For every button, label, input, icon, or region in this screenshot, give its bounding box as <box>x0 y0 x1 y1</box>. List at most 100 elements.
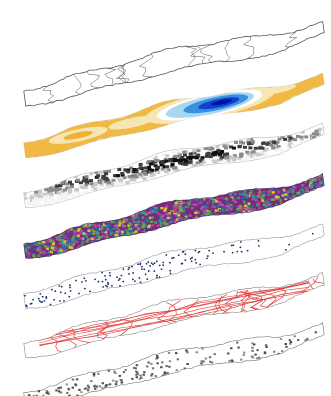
contour-blob <box>108 115 156 130</box>
mosaic-patch <box>289 340 293 343</box>
site-point <box>41 301 44 303</box>
site-point <box>81 281 83 283</box>
class-cell <box>128 232 132 236</box>
site-point <box>232 244 235 247</box>
mosaic-patch <box>293 335 296 338</box>
class-cell <box>256 189 260 193</box>
class-cell <box>115 221 119 224</box>
mosaic-patch <box>57 390 61 393</box>
mosaic-patch <box>108 383 112 386</box>
class-cell <box>169 216 173 219</box>
site-point <box>39 292 42 295</box>
mosaic-patch <box>230 359 234 362</box>
terrain-cell <box>239 154 244 158</box>
class-cell <box>275 191 279 195</box>
terrain-cell <box>48 186 53 190</box>
layer-outline <box>23 322 325 396</box>
mosaic-patch <box>55 389 58 392</box>
terrain-cell <box>57 187 62 191</box>
class-cell <box>55 236 59 239</box>
class-cell <box>206 201 210 204</box>
terrain-cell <box>233 156 238 160</box>
class-cell <box>144 213 148 216</box>
class-cell <box>94 239 98 242</box>
terrain-cell <box>106 183 111 187</box>
site-point <box>284 248 287 251</box>
class-cell <box>205 209 209 213</box>
terrain-cell <box>45 199 50 203</box>
class-cell <box>36 248 40 252</box>
class-cell <box>61 238 65 242</box>
terrain-cell <box>102 186 107 190</box>
class-cell <box>140 228 144 232</box>
terrain-cell <box>210 153 215 157</box>
site-point <box>212 252 214 255</box>
class-cell <box>97 228 101 231</box>
class-cell <box>63 236 67 239</box>
region-boundary <box>73 74 82 95</box>
terrain-cell <box>225 152 230 156</box>
mosaic-patch <box>186 351 189 354</box>
site-point <box>194 258 197 261</box>
class-cell <box>286 190 290 193</box>
class-cell <box>176 200 180 203</box>
class-cell <box>242 200 246 203</box>
class-cell <box>95 236 99 240</box>
region-boundary <box>224 40 231 62</box>
class-cell <box>181 207 185 210</box>
mosaic-patch <box>140 376 143 379</box>
mosaic-patch <box>156 356 159 359</box>
class-cell <box>101 225 105 228</box>
site-point <box>78 292 80 295</box>
class-cell <box>229 197 233 201</box>
class-cell <box>143 210 147 214</box>
terrain-cell <box>312 135 317 139</box>
class-cell <box>305 184 309 187</box>
mosaic-patch <box>74 383 77 386</box>
terrain-cell <box>196 149 201 153</box>
class-cell <box>159 221 163 225</box>
terrain-cell <box>99 178 104 182</box>
site-point <box>182 250 185 253</box>
terrain-cell <box>139 174 144 178</box>
class-cell <box>256 198 260 202</box>
terrain-cell <box>285 146 290 150</box>
class-cell <box>27 246 31 249</box>
terrain-cell <box>315 132 320 136</box>
mosaic-patch <box>284 343 288 346</box>
terrain-cell <box>39 195 44 199</box>
class-cell <box>39 250 43 253</box>
class-cell <box>301 186 305 189</box>
class-cell <box>103 225 107 228</box>
class-cell <box>168 221 172 224</box>
class-cell <box>320 174 324 177</box>
class-cell <box>112 223 116 226</box>
terrain-cell <box>249 137 254 141</box>
mosaic-patch <box>163 371 167 374</box>
mosaic-patch <box>111 379 115 382</box>
mosaic-patch <box>114 372 117 375</box>
terrain-cell <box>229 145 234 149</box>
class-cell <box>236 207 240 211</box>
class-cell <box>207 199 211 202</box>
class-cell <box>180 210 184 213</box>
class-cell <box>25 255 29 258</box>
site-point <box>171 257 174 260</box>
terrain-cell <box>106 169 111 173</box>
class-cell <box>253 208 257 211</box>
terrain-cell <box>288 144 293 148</box>
class-cell <box>105 236 109 240</box>
class-cell <box>306 182 310 185</box>
site-point <box>128 266 131 269</box>
mosaic-patch <box>143 371 146 374</box>
mosaic-patch <box>167 351 171 354</box>
class-cell <box>177 220 181 223</box>
class-cell <box>273 203 277 206</box>
class-cell <box>88 223 92 227</box>
class-cell <box>23 243 27 246</box>
class-cell <box>143 221 147 224</box>
class-cell <box>78 228 82 231</box>
mosaic-patch <box>163 372 167 375</box>
class-cell <box>183 218 187 221</box>
class-cell <box>266 201 270 204</box>
